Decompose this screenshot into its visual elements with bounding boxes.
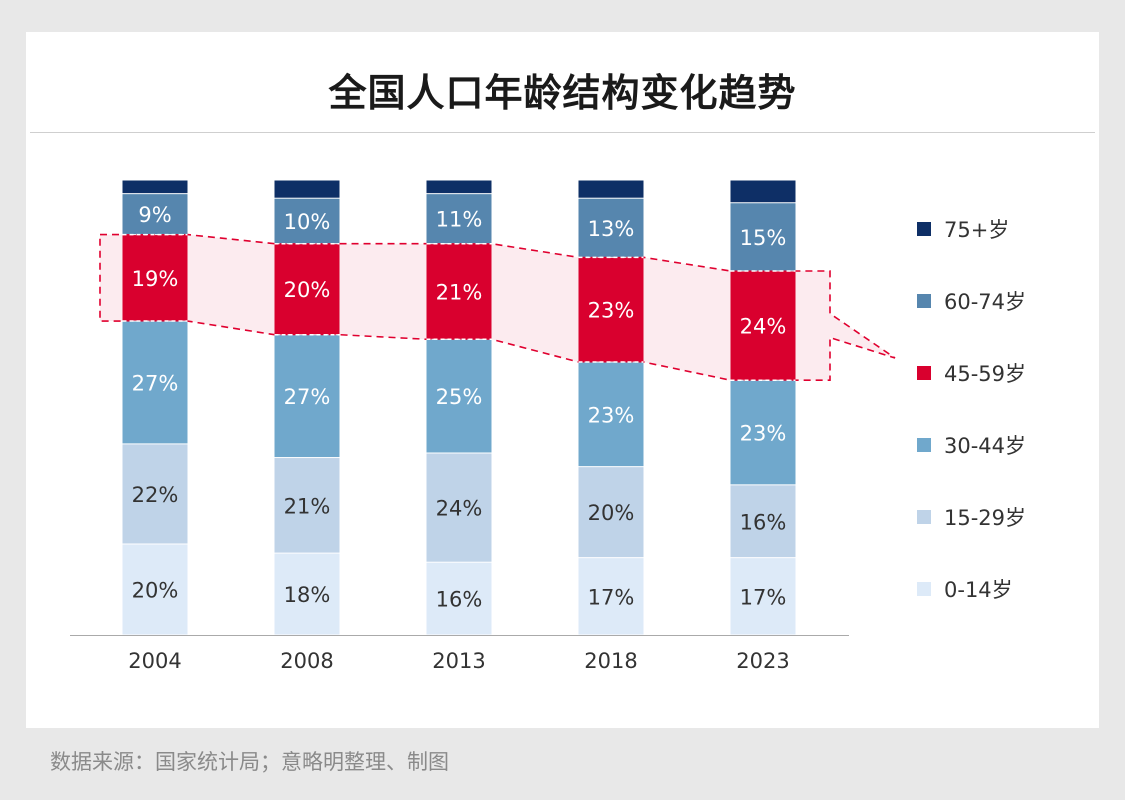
bar-segment — [730, 271, 796, 380]
data-label: 13% — [588, 217, 635, 241]
data-label: 17% — [588, 585, 635, 609]
data-label: 16% — [740, 510, 787, 534]
legend-label: 60-74岁 — [944, 290, 1026, 314]
data-label: 27% — [132, 371, 179, 395]
x-tick-label: 2004 — [128, 649, 181, 673]
data-label: 15% — [740, 226, 787, 250]
legend-label: 45-59岁 — [944, 362, 1026, 386]
bar-segment — [578, 558, 644, 635]
bar-segment — [730, 203, 796, 271]
data-label: 21% — [436, 280, 483, 304]
bars — [122, 180, 796, 635]
legend: 75+岁 60-74岁 45-59岁 30-44岁 15-29岁 0-14岁 — [917, 218, 1026, 602]
bar-segment — [122, 180, 188, 194]
bar-segment — [578, 467, 644, 558]
bar-segment — [122, 194, 188, 235]
x-tick-label: 2018 — [584, 649, 637, 673]
bar-segment — [578, 362, 644, 467]
x-tick-label: 2008 — [280, 649, 333, 673]
bar-segment — [426, 180, 492, 194]
bar-segment — [274, 335, 340, 458]
bar-segment — [730, 485, 796, 558]
data-label: 23% — [588, 403, 635, 427]
title-divider — [30, 132, 1095, 133]
data-label: 25% — [436, 385, 483, 409]
bar-segment — [122, 235, 188, 321]
data-label: 18% — [284, 583, 331, 607]
source-note: 数据来源：国家统计局；意略明整理、制图 — [50, 750, 449, 774]
legend-swatch — [917, 438, 931, 452]
bar-segment — [426, 194, 492, 244]
data-label: 20% — [132, 579, 179, 603]
bar-segment — [122, 444, 188, 544]
bar-segment — [122, 544, 188, 635]
data-label: 22% — [132, 483, 179, 507]
bar-segment — [274, 198, 340, 244]
legend-label: 75+岁 — [944, 218, 1009, 242]
bar-segment — [426, 453, 492, 562]
data-label: 20% — [588, 501, 635, 525]
x-tick-label: 2013 — [432, 649, 485, 673]
legend-swatch — [917, 582, 931, 596]
legend-label: 0-14岁 — [944, 578, 1013, 602]
data-labels: 20% 22% 27% 19% 9% 18% 21% 27% 20% 10% 16% 24% 25% 21… — [132, 203, 787, 611]
data-label: 20% — [284, 278, 331, 302]
data-label: 21% — [284, 494, 331, 518]
x-tick-label: 2023 — [736, 649, 789, 673]
legend-label: 30-44岁 — [944, 434, 1026, 458]
data-label: 11% — [436, 208, 483, 232]
bar-segment — [578, 198, 644, 257]
legend-swatch — [917, 222, 931, 236]
bar-segment — [730, 180, 796, 203]
data-label: 10% — [284, 210, 331, 234]
bar-segment — [578, 257, 644, 362]
bar-segment — [122, 321, 188, 444]
bar-segment — [426, 562, 492, 635]
data-label: 23% — [740, 422, 787, 446]
bar-segment — [426, 244, 492, 339]
chart-title: 全国人口年龄结构变化趋势 — [328, 71, 797, 115]
data-label: 19% — [132, 267, 179, 291]
data-label: 9% — [138, 203, 171, 227]
legend-swatch — [917, 294, 931, 308]
data-label: 24% — [436, 497, 483, 521]
bar-segment — [730, 380, 796, 485]
bar-segment — [730, 558, 796, 635]
data-label: 27% — [284, 385, 331, 409]
bar-segment — [578, 180, 644, 198]
legend-label: 15-29岁 — [944, 506, 1026, 530]
legend-swatch — [917, 510, 931, 524]
legend-swatch — [917, 366, 931, 380]
data-label: 23% — [588, 299, 635, 323]
bar-segment — [274, 180, 340, 198]
bar-segment — [274, 244, 340, 335]
data-label: 17% — [740, 585, 787, 609]
data-label: 16% — [436, 588, 483, 612]
bar-segment — [274, 553, 340, 635]
bar-segment — [274, 458, 340, 553]
data-label: 24% — [740, 315, 787, 339]
bar-segment — [426, 339, 492, 453]
